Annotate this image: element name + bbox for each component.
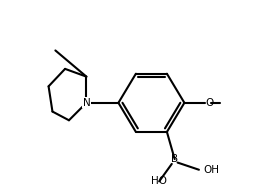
Text: O: O (206, 98, 214, 108)
Text: OH: OH (204, 165, 220, 175)
Text: HO: HO (151, 176, 167, 186)
Text: N: N (83, 98, 90, 108)
Text: B: B (171, 154, 178, 164)
